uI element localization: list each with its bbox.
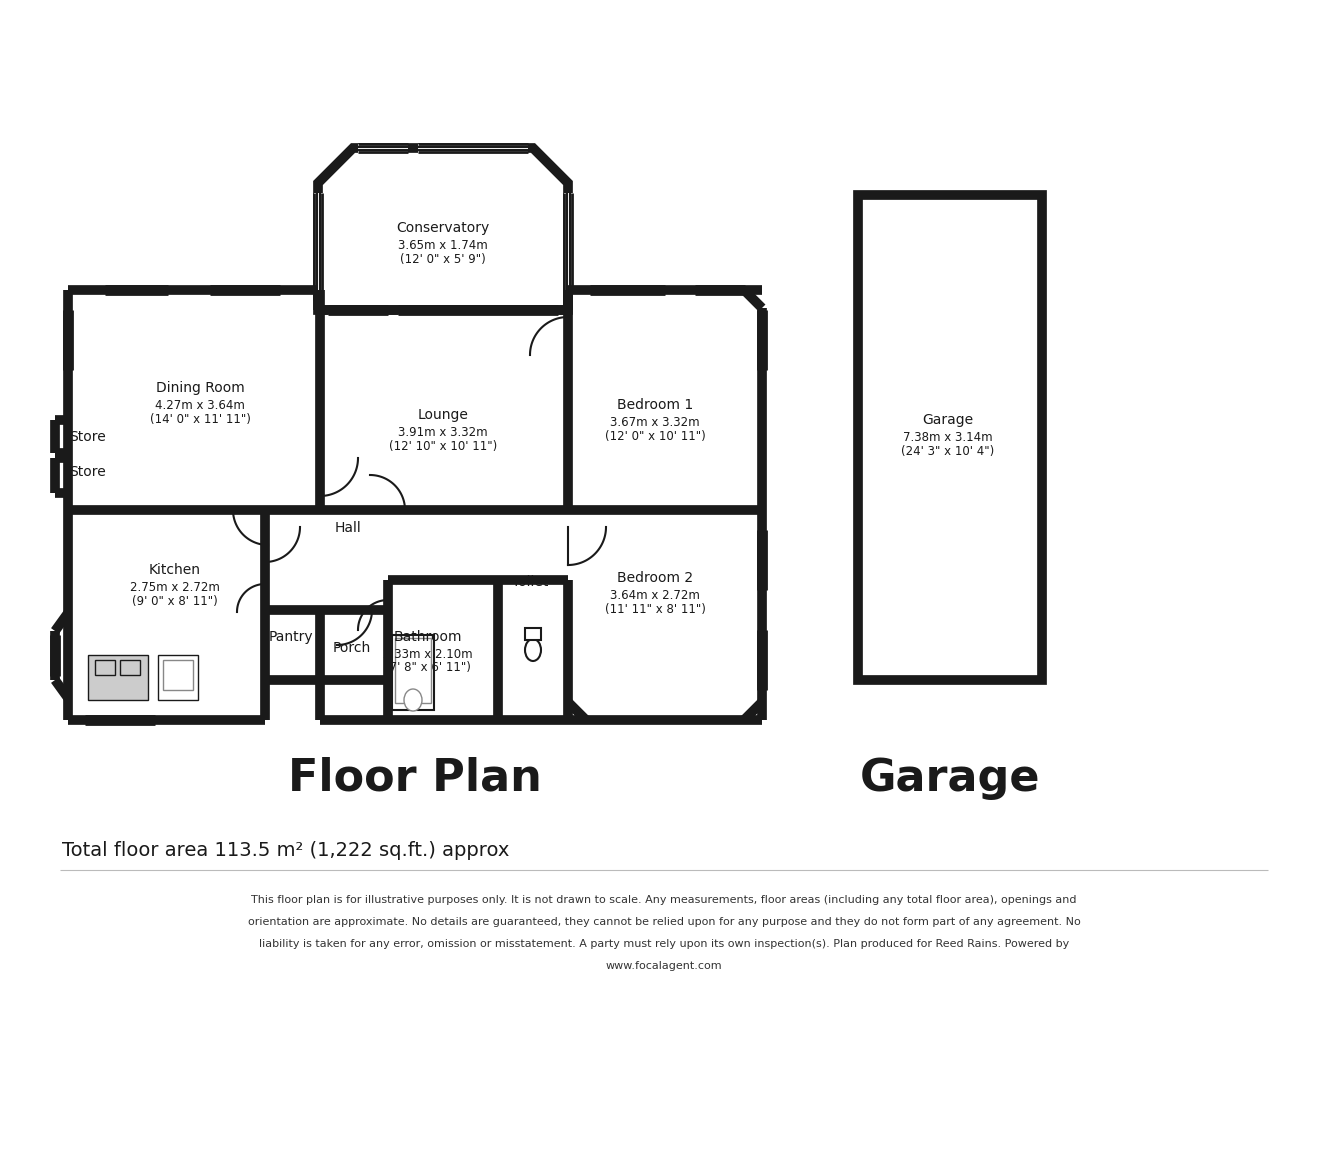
- Bar: [64, 310, 73, 369]
- Bar: [96, 660, 116, 674]
- Bar: [88, 655, 147, 700]
- Bar: [758, 310, 768, 369]
- Text: Lounge: Lounge: [417, 407, 469, 422]
- Ellipse shape: [525, 639, 540, 661]
- Bar: [371, 506, 405, 513]
- Bar: [359, 144, 408, 153]
- Text: Hall: Hall: [335, 521, 361, 535]
- Text: Toilet: Toilet: [511, 576, 548, 589]
- Bar: [328, 306, 388, 315]
- Bar: [262, 612, 268, 640]
- Bar: [337, 607, 372, 613]
- Bar: [105, 285, 169, 295]
- Bar: [313, 193, 323, 300]
- Text: Floor Plan: Floor Plan: [288, 756, 542, 800]
- Bar: [392, 635, 434, 710]
- Text: Store: Store: [69, 430, 106, 444]
- Bar: [392, 635, 434, 710]
- Bar: [398, 306, 558, 315]
- Text: 7.38m x 3.14m: 7.38m x 3.14m: [903, 430, 993, 443]
- Text: This floor plan is for illustrative purposes only. It is not drawn to scale. Any: This floor plan is for illustrative purp…: [251, 895, 1077, 905]
- Text: 4.27m x 3.64m: 4.27m x 3.64m: [155, 398, 244, 412]
- Text: Pantry: Pantry: [268, 630, 313, 645]
- Text: Store: Store: [69, 465, 106, 479]
- Text: Garage: Garage: [923, 413, 973, 427]
- Text: (24' 3" x 10' 4"): (24' 3" x 10' 4"): [902, 444, 995, 457]
- Text: Bathroom: Bathroom: [393, 630, 462, 645]
- Bar: [564, 527, 571, 565]
- Bar: [564, 193, 572, 290]
- Bar: [158, 655, 198, 700]
- Bar: [232, 506, 268, 513]
- Bar: [88, 655, 147, 700]
- Bar: [525, 628, 540, 640]
- Text: (14' 0" x 11' 11"): (14' 0" x 11' 11"): [150, 412, 251, 426]
- Bar: [394, 638, 432, 703]
- Text: Total floor area 113.5 m² (1,222 sq.ft.) approx: Total floor area 113.5 m² (1,222 sq.ft.)…: [62, 840, 510, 860]
- Bar: [385, 600, 390, 630]
- Bar: [158, 655, 198, 700]
- Bar: [262, 527, 268, 562]
- Text: (12' 10" x 10' 11"): (12' 10" x 10' 11"): [389, 440, 497, 452]
- Text: Dining Room: Dining Room: [155, 381, 244, 395]
- Bar: [50, 635, 60, 676]
- Text: (7' 8" x 6' 11"): (7' 8" x 6' 11"): [385, 662, 471, 674]
- Text: 3.64m x 2.72m: 3.64m x 2.72m: [610, 588, 700, 602]
- Text: Conservatory: Conservatory: [396, 221, 490, 235]
- Text: liability is taken for any error, omission or misstatement. A party must rely up: liability is taken for any error, omissi…: [259, 939, 1069, 950]
- Bar: [418, 144, 529, 153]
- Text: 2.33m x 2.10m: 2.33m x 2.10m: [384, 648, 473, 661]
- Text: orientation are approximate. No details are guaranteed, they cannot be relied up: orientation are approximate. No details …: [247, 917, 1081, 927]
- Text: Porch: Porch: [333, 641, 371, 655]
- Text: 3.65m x 1.74m: 3.65m x 1.74m: [398, 238, 487, 252]
- Text: (12' 0" x 5' 9"): (12' 0" x 5' 9"): [400, 252, 486, 266]
- Ellipse shape: [404, 689, 422, 711]
- Bar: [120, 660, 139, 674]
- Bar: [317, 458, 323, 496]
- Text: Bedroom 1: Bedroom 1: [618, 398, 693, 412]
- Text: Kitchen: Kitchen: [149, 563, 201, 577]
- Bar: [858, 195, 1042, 680]
- Text: www.focalagent.com: www.focalagent.com: [606, 961, 722, 971]
- Bar: [695, 285, 745, 295]
- Bar: [758, 630, 768, 689]
- Bar: [758, 529, 768, 590]
- Text: (9' 0" x 8' 11"): (9' 0" x 8' 11"): [131, 595, 218, 608]
- Text: (12' 0" x 10' 11"): (12' 0" x 10' 11"): [604, 429, 705, 442]
- Text: 3.91m x 3.32m: 3.91m x 3.32m: [398, 426, 487, 439]
- Bar: [210, 285, 280, 295]
- Text: Garage: Garage: [859, 756, 1040, 800]
- Text: 3.67m x 3.32m: 3.67m x 3.32m: [610, 416, 700, 428]
- Bar: [163, 660, 193, 689]
- Text: Bedroom 2: Bedroom 2: [618, 571, 693, 585]
- Bar: [85, 716, 155, 725]
- Text: (11' 11" x 8' 11"): (11' 11" x 8' 11"): [604, 602, 705, 616]
- Bar: [590, 285, 665, 295]
- Text: 2.75m x 2.72m: 2.75m x 2.72m: [130, 580, 220, 594]
- Bar: [564, 317, 571, 355]
